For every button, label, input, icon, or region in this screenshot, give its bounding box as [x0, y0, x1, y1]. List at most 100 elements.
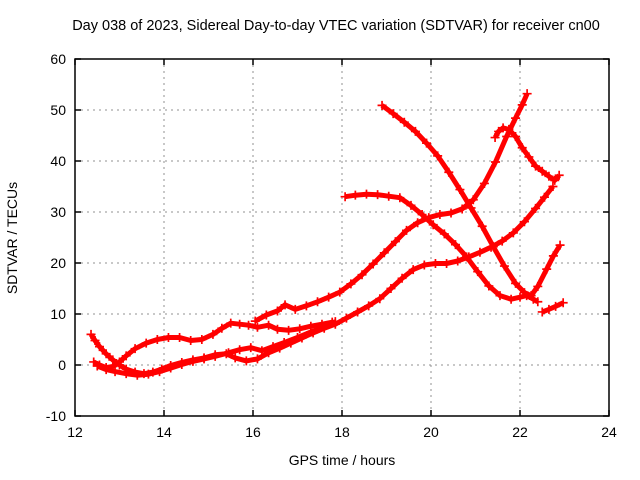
point-marker: [295, 324, 305, 334]
x-tick-label: 16: [245, 424, 261, 440]
point-marker: [143, 369, 153, 379]
point-marker: [517, 100, 527, 110]
point-marker: [86, 329, 96, 339]
point-marker: [504, 124, 514, 134]
point-marker: [110, 367, 120, 377]
y-tick-label: 20: [50, 255, 66, 271]
point-marker: [544, 304, 554, 314]
point-marker: [272, 324, 282, 334]
point-marker: [152, 335, 162, 344]
point-marker: [526, 291, 536, 301]
plot-border: [74, 58, 610, 417]
point-marker: [280, 300, 290, 310]
point-marker: [399, 117, 409, 127]
point-marker: [353, 307, 363, 317]
point-marker: [531, 203, 541, 213]
point-marker: [495, 291, 505, 301]
x-tick-label: 18: [334, 424, 350, 440]
point-marker: [90, 336, 100, 346]
point-marker: [408, 265, 418, 275]
point-marker: [350, 190, 360, 200]
point-marker: [101, 349, 111, 359]
point-marker: [466, 203, 476, 213]
point-marker: [522, 89, 532, 99]
point-marker: [188, 356, 198, 366]
point-marker: [439, 229, 449, 239]
point-marker: [430, 259, 440, 269]
y-tick-label: 30: [50, 204, 66, 220]
point-marker: [235, 319, 245, 329]
point-marker: [250, 316, 260, 326]
point-marker: [293, 332, 302, 342]
y-tick-label: 0: [58, 357, 66, 373]
x-tick-label: 14: [156, 424, 172, 440]
point-marker: [468, 195, 478, 205]
point-marker: [395, 193, 405, 203]
point-marker: [511, 113, 521, 123]
point-marker: [186, 336, 196, 346]
point-marker: [419, 260, 429, 270]
point-marker: [279, 338, 289, 348]
point-marker: [375, 294, 385, 304]
point-marker: [166, 363, 176, 373]
point-marker: [542, 264, 552, 274]
point-marker: [515, 292, 525, 302]
axes-and-ticks: 12 14 16 18 20 22 24 -10 0 10 20 30 40 50 60: [46, 51, 617, 440]
point-marker: [554, 170, 564, 180]
point-marker: [457, 204, 467, 214]
point-marker: [224, 348, 234, 358]
point-marker: [555, 240, 565, 250]
point-marker: [490, 133, 500, 143]
point-marker: [477, 221, 487, 231]
point-marker: [268, 342, 278, 352]
point-marker: [531, 161, 541, 171]
point-marker: [94, 342, 104, 352]
point-marker: [373, 190, 383, 200]
point-marker: [550, 175, 560, 185]
point-marker: [511, 278, 521, 288]
point-marker: [346, 279, 356, 289]
point-marker: [252, 322, 262, 332]
point-marker: [364, 301, 374, 311]
point-marker: [306, 327, 316, 337]
grid-lines: [75, 59, 609, 416]
point-marker: [524, 152, 534, 162]
x-axis-label: GPS time / hours: [289, 452, 396, 468]
point-marker: [484, 281, 494, 291]
point-marker: [499, 261, 509, 271]
point-marker: [422, 138, 432, 148]
point-marker: [230, 353, 240, 363]
point-marker: [246, 343, 256, 353]
point-marker: [386, 284, 396, 293]
point-marker: [544, 171, 554, 181]
y-tick-label: 50: [50, 102, 66, 118]
point-marker: [508, 228, 518, 238]
point-marker: [92, 361, 102, 371]
point-marker: [177, 359, 187, 369]
point-marker: [551, 301, 561, 311]
trace-arc-8: [541, 300, 565, 315]
point-marker: [539, 192, 549, 202]
point-marker: [379, 248, 389, 258]
y-tick-label: 60: [50, 51, 66, 67]
point-marker: [341, 313, 351, 323]
point-marker: [548, 182, 558, 191]
point-marker: [498, 123, 508, 133]
point-marker: [444, 167, 454, 177]
point-marker: [533, 281, 543, 291]
point-marker: [450, 240, 460, 250]
point-marker: [390, 237, 400, 247]
chart-title: Day 038 of 2023, Sidereal Day-to-day VTE…: [72, 18, 600, 34]
point-marker: [479, 178, 489, 188]
point-marker: [319, 322, 329, 332]
point-marker: [462, 252, 472, 262]
point-marker: [290, 304, 300, 314]
point-marker: [141, 338, 151, 348]
point-marker: [491, 157, 501, 167]
point-marker: [101, 365, 111, 375]
point-marker: [272, 306, 282, 316]
point-marker: [558, 298, 568, 308]
x-tick-label: 12: [67, 424, 83, 440]
point-marker: [175, 332, 185, 342]
